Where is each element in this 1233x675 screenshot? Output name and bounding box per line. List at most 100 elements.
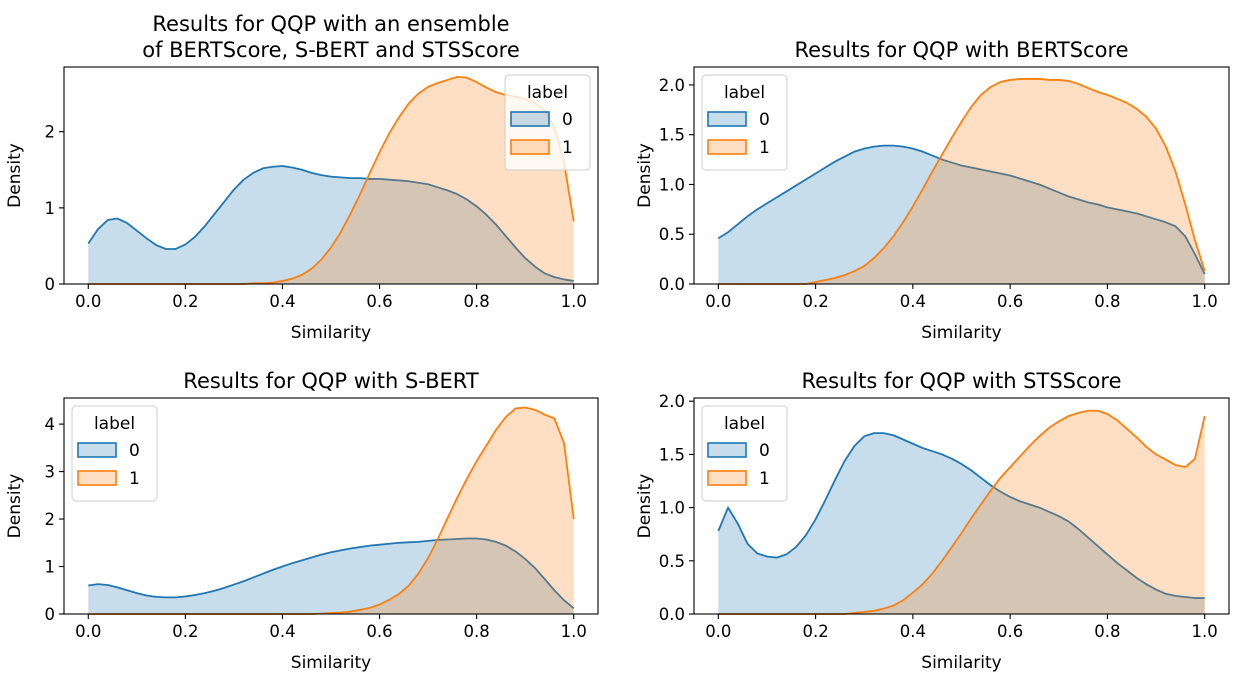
legend: label 0 1 bbox=[71, 405, 158, 502]
chart-title: Results for QQP with S-BERT bbox=[183, 369, 479, 393]
chart-panel-2: 0.0 0.2 0.4 0.6 0.8 1.0 0.0 0.5 1.0 1.5 2.0 Similar… bbox=[635, 38, 1230, 343]
y-tick-label: 0.5 bbox=[659, 225, 685, 244]
y-axis-label: Density bbox=[635, 474, 655, 539]
x-tick-label: 0.6 bbox=[997, 292, 1023, 311]
series-1-area bbox=[88, 76, 574, 285]
y-tick-label: 0.0 bbox=[659, 275, 685, 294]
series-0-line bbox=[717, 432, 1205, 599]
legend-box bbox=[504, 74, 591, 171]
series-0-line bbox=[87, 165, 574, 282]
chart-title: Results for QQP with BERTScore bbox=[794, 38, 1128, 62]
x-tick-label: 0.2 bbox=[172, 292, 198, 311]
chart-title: of BERTScore, S-BERT and STSScore bbox=[142, 38, 520, 62]
x-tick-label: 0.4 bbox=[900, 292, 926, 311]
x-tick-label: 0.6 bbox=[366, 622, 392, 641]
chart-title: Results for QQP with an ensemble bbox=[152, 12, 509, 36]
x-tick-label: 0.4 bbox=[900, 622, 926, 641]
x-tick-label: 0.6 bbox=[366, 292, 392, 311]
x-axis-label: Similarity bbox=[291, 323, 371, 343]
legend: label 0 1 bbox=[504, 74, 591, 171]
x-tick-label: 1.0 bbox=[561, 292, 587, 311]
x-tick-label: 0.8 bbox=[464, 292, 490, 311]
x-tick-label: 1.0 bbox=[1192, 292, 1218, 311]
y-tick-label: 2.0 bbox=[659, 76, 685, 95]
legend-swatch-1 bbox=[707, 139, 747, 155]
legend-label-1: 1 bbox=[759, 138, 770, 158]
axes-frame bbox=[693, 66, 1230, 285]
y-tick-label: 1.5 bbox=[659, 445, 685, 464]
x-tick-label: 0.8 bbox=[1094, 622, 1120, 641]
x-tick-label: 0.8 bbox=[1094, 292, 1120, 311]
legend-box bbox=[71, 405, 158, 502]
legend-label-1: 1 bbox=[759, 469, 770, 489]
legend-label-0: 0 bbox=[759, 441, 770, 461]
legend-swatch-0 bbox=[510, 111, 550, 127]
y-axis-label: Density bbox=[635, 143, 655, 208]
y-tick-label: 0.5 bbox=[659, 552, 685, 571]
legend-title: label bbox=[527, 83, 568, 103]
legend-title: label bbox=[94, 414, 135, 434]
series-1-area bbox=[718, 78, 1205, 284]
y-tick-label: 3 bbox=[45, 463, 56, 482]
chart-title: Results for QQP with STSScore bbox=[802, 369, 1122, 393]
y-axis-label: Density bbox=[5, 143, 25, 208]
x-tick-label: 1.0 bbox=[1192, 622, 1218, 641]
y-tick-label: 4 bbox=[45, 415, 56, 434]
series-0-area bbox=[88, 538, 574, 614]
legend-label-0: 0 bbox=[562, 110, 573, 130]
x-tick-label: 0.4 bbox=[269, 292, 295, 311]
x-axis-label: Similarity bbox=[921, 653, 1001, 673]
legend-swatch-1 bbox=[707, 470, 747, 486]
legend-swatch-0 bbox=[707, 111, 747, 127]
legend-box bbox=[701, 405, 788, 502]
x-tick-label: 0.2 bbox=[802, 622, 828, 641]
axes-frame bbox=[693, 397, 1230, 615]
legend-box bbox=[701, 74, 788, 171]
chart-panel-4: 0.0 0.2 0.4 0.6 0.8 1.0 0.0 0.5 1.0 1.5 2.0 Similar… bbox=[635, 369, 1230, 673]
legend-title: label bbox=[724, 414, 765, 434]
legend-label-0: 0 bbox=[129, 441, 140, 461]
y-tick-label: 1.0 bbox=[659, 499, 685, 518]
legend-label-1: 1 bbox=[562, 138, 573, 158]
y-tick-label: 0 bbox=[45, 605, 56, 624]
legend: label 0 1 bbox=[701, 74, 788, 171]
legend-swatch-0 bbox=[707, 442, 747, 458]
series-0-area bbox=[718, 145, 1205, 284]
chart-panel-3: 0.0 0.2 0.4 0.6 0.8 1.0 0 1 2 3 4 Similarity Density… bbox=[5, 369, 599, 673]
x-tick-label: 1.0 bbox=[561, 622, 587, 641]
y-tick-label: 1.0 bbox=[659, 175, 685, 194]
x-axis-label: Similarity bbox=[921, 323, 1001, 343]
x-tick-label: 0.0 bbox=[75, 292, 101, 311]
series-0-line bbox=[88, 537, 575, 609]
series-0-area bbox=[718, 433, 1205, 614]
y-tick-label: 0.0 bbox=[659, 605, 685, 624]
y-tick-label: 1 bbox=[45, 199, 56, 218]
legend-title: label bbox=[724, 83, 765, 103]
y-tick-label: 2.0 bbox=[659, 392, 685, 411]
y-tick-label: 2 bbox=[45, 510, 56, 529]
y-axis-label: Density bbox=[5, 474, 25, 539]
series-0-area bbox=[88, 165, 574, 284]
axes-frame bbox=[63, 397, 599, 615]
x-tick-label: 0.0 bbox=[705, 292, 731, 311]
legend-label-1: 1 bbox=[129, 469, 140, 489]
x-tick-label: 0.0 bbox=[75, 622, 101, 641]
x-tick-label: 0.2 bbox=[802, 292, 828, 311]
y-tick-label: 2 bbox=[45, 123, 56, 142]
chart-panel-1: 0.0 0.2 0.4 0.6 0.8 1.0 0 1 2 Similarity Density Re… bbox=[5, 12, 599, 343]
x-tick-label: 0.8 bbox=[464, 622, 490, 641]
series-1-area bbox=[88, 407, 574, 614]
axes-frame bbox=[63, 66, 599, 285]
y-tick-label: 1.5 bbox=[659, 126, 685, 145]
y-tick-label: 1 bbox=[45, 558, 56, 577]
legend: label 0 1 bbox=[701, 405, 788, 502]
x-tick-label: 0.2 bbox=[172, 622, 198, 641]
legend-label-0: 0 bbox=[759, 110, 770, 130]
y-tick-label: 0 bbox=[45, 275, 56, 294]
series-0-line bbox=[717, 144, 1206, 275]
x-tick-label: 0.4 bbox=[269, 622, 295, 641]
x-axis-label: Similarity bbox=[291, 653, 371, 673]
legend-swatch-0 bbox=[77, 442, 117, 458]
x-tick-label: 0.0 bbox=[705, 622, 731, 641]
